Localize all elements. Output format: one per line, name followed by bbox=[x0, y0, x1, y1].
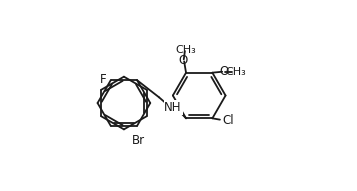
Text: Br: Br bbox=[131, 134, 145, 147]
Text: CH₃: CH₃ bbox=[225, 67, 246, 77]
Text: F: F bbox=[99, 73, 106, 86]
Text: O: O bbox=[219, 65, 228, 78]
Text: Cl: Cl bbox=[223, 114, 234, 127]
Text: CH₃: CH₃ bbox=[175, 45, 196, 55]
Text: NH: NH bbox=[164, 101, 182, 114]
Text: O: O bbox=[178, 54, 188, 67]
